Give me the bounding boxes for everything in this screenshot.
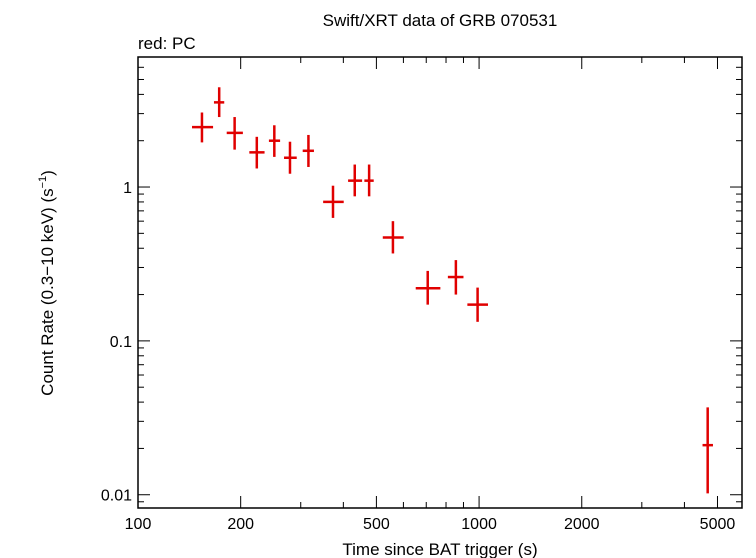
x-tick-label: 100 <box>125 516 152 533</box>
data-point <box>467 287 488 322</box>
data-point <box>249 136 265 169</box>
data-point <box>364 164 374 197</box>
data-point <box>226 117 243 150</box>
data-point <box>192 112 214 143</box>
x-tick-label: 2000 <box>564 516 600 533</box>
data-point <box>702 407 713 494</box>
x-tick-label: 200 <box>227 516 254 533</box>
y-tick-label: 1 <box>123 180 132 197</box>
x-tick-label: 5000 <box>700 516 736 533</box>
data-point <box>213 87 225 118</box>
chart-subtitle: red: PC <box>138 34 196 53</box>
axis-ticks <box>137 56 742 508</box>
data-point <box>323 185 344 218</box>
data-point <box>348 164 363 197</box>
data-point <box>447 260 464 295</box>
data-point <box>382 221 404 254</box>
y-axis-label-main: Count Rate (0.3−10 keV) (s <box>38 188 57 395</box>
data-point <box>302 134 314 167</box>
axis-tick-labels: 100 200 500 1000 2000 5000 0.01 0.1 1 <box>101 180 736 533</box>
x-axis-label: Time since BAT trigger (s) <box>342 540 537 558</box>
data-points <box>192 87 713 494</box>
data-point <box>268 125 281 157</box>
y-tick-label: 0.01 <box>101 488 132 505</box>
y-axis-label-exponent: −1 <box>37 176 49 189</box>
x-tick-label: 1000 <box>461 516 497 533</box>
y-axis-label: Count Rate (0.3−10 keV) (s−1) <box>37 170 57 396</box>
plot-frame <box>137 56 743 509</box>
x-tick-label: 500 <box>363 516 390 533</box>
y-tick-label: 0.1 <box>110 334 132 351</box>
data-point <box>415 270 441 305</box>
y-axis-label-close: ) <box>38 170 57 176</box>
chart-title: Swift/XRT data of GRB 070531 <box>323 11 558 30</box>
data-point <box>284 141 297 174</box>
